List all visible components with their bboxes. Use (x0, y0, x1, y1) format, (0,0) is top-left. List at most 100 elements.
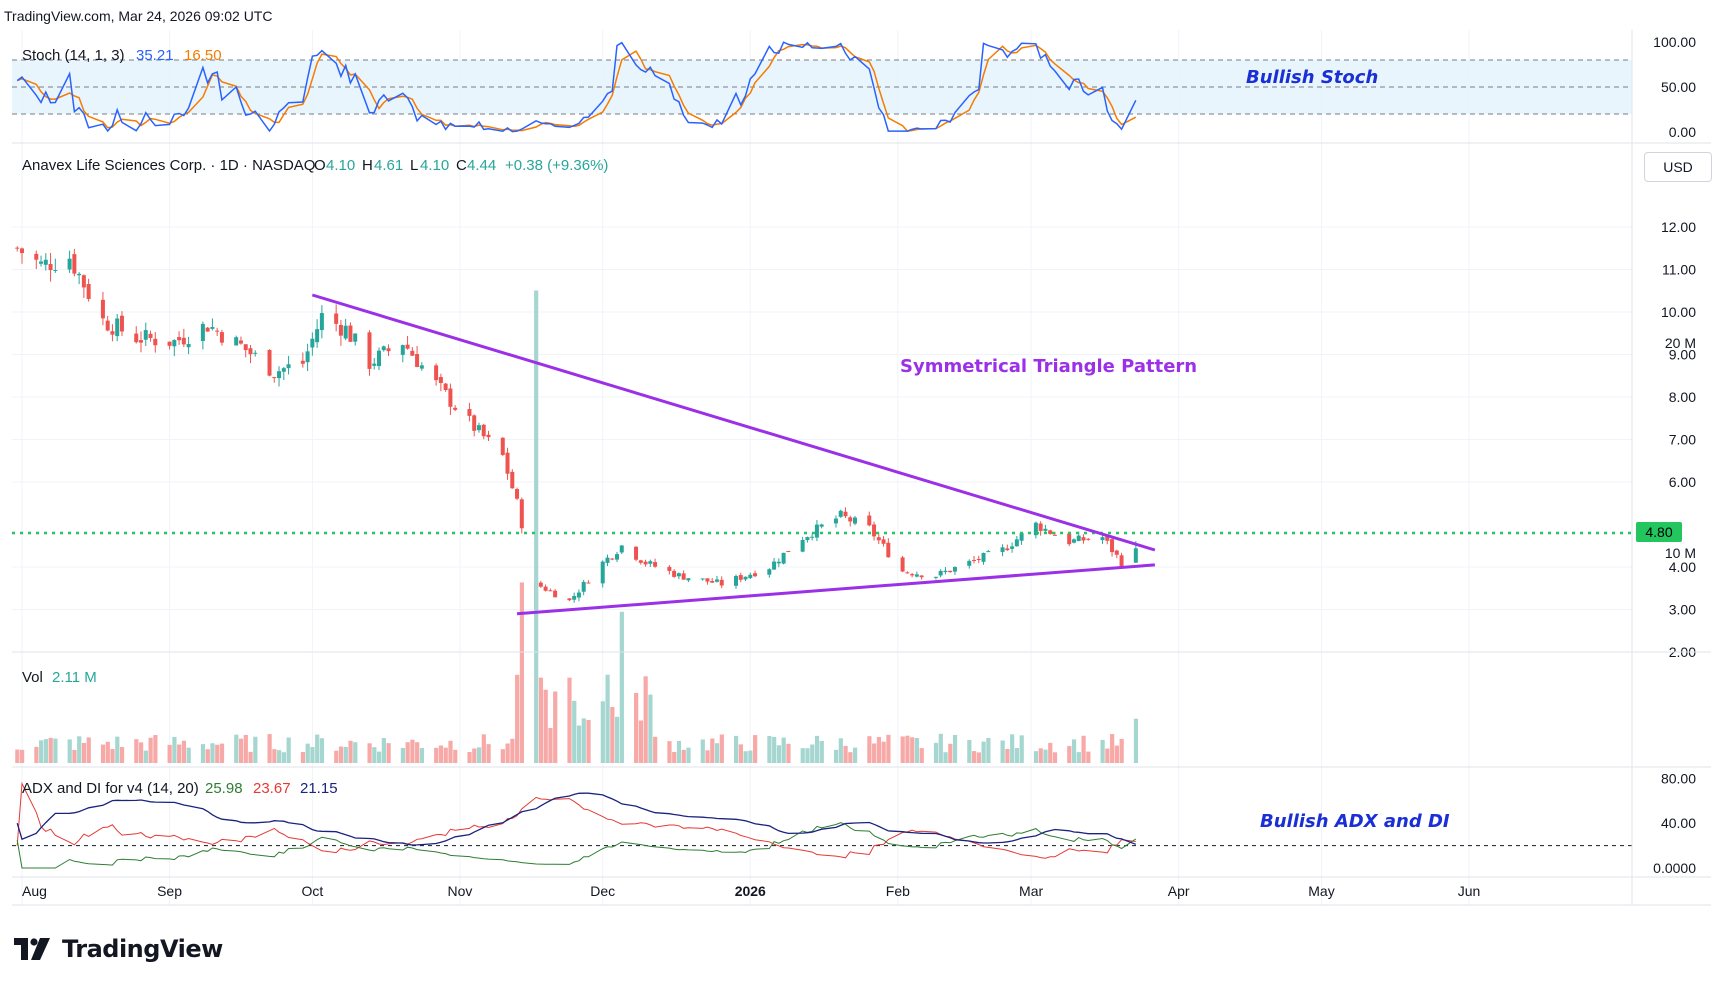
price-candle (919, 575, 924, 578)
volume-bar (681, 749, 686, 763)
volume-bar (1048, 742, 1053, 763)
price-candle (1005, 548, 1010, 551)
price-candle (1067, 533, 1072, 545)
price-candle (367, 332, 372, 369)
stoch-tick-label: 100.00 (1653, 34, 1696, 50)
price-candle (343, 325, 348, 339)
volume-bar (1071, 739, 1077, 763)
price-h-label: H (362, 157, 373, 174)
volume-bar (505, 743, 510, 763)
volume-bar (200, 744, 206, 763)
price-candle (748, 574, 753, 579)
volume-bar (1014, 748, 1020, 763)
volume-bar (234, 734, 239, 763)
volume-bar (453, 749, 458, 763)
volume-bar (381, 738, 386, 763)
price-candle (753, 573, 758, 577)
volume-bar (319, 738, 325, 763)
volume-bar (110, 749, 115, 763)
price-candle (800, 539, 805, 552)
price-candle (867, 515, 872, 526)
price-candle (734, 575, 738, 586)
price-candle (1043, 528, 1048, 531)
price-candle (638, 560, 643, 563)
price-candle (200, 323, 205, 342)
volume-bar (281, 752, 286, 763)
price-candle (667, 566, 672, 571)
price-candle (553, 590, 558, 598)
volume-bar (910, 737, 915, 763)
volume-bar (20, 749, 25, 763)
volume-bar (1133, 718, 1139, 763)
volume-bar (53, 738, 58, 763)
stoch-d-value: 16.50 (184, 47, 222, 64)
price-candle (81, 275, 86, 288)
volume-bar (72, 749, 77, 763)
price-candle (305, 351, 310, 363)
price-candle (300, 360, 305, 364)
volume-bar (515, 674, 520, 763)
price-candle (714, 579, 719, 582)
price-tick-label: 6.00 (1669, 474, 1696, 490)
volume-bar (67, 739, 72, 763)
volume-bar (719, 734, 724, 763)
price-candle (719, 579, 724, 586)
price-candle (743, 576, 748, 580)
volume-bar (1119, 738, 1124, 763)
price-candle (353, 333, 358, 342)
volume-bar (334, 750, 339, 763)
volume-bar (1033, 751, 1039, 763)
price-candle (600, 561, 605, 584)
price-candle (700, 578, 705, 580)
volume-bar (686, 747, 691, 763)
volume-bar (100, 744, 106, 763)
adx-tick-label: 40.00 (1661, 815, 1696, 831)
price-candle (1033, 522, 1038, 536)
volume-bar (77, 736, 82, 763)
price-candle (210, 327, 215, 329)
price-candle (967, 560, 972, 566)
price-candle (1100, 537, 1105, 541)
volume-bar (734, 735, 739, 763)
volume-bar (634, 692, 639, 763)
volume-bar (938, 733, 943, 763)
tradingview-logo[interactable]: TradingView (14, 934, 223, 964)
volume-bar (967, 740, 972, 763)
price-candle (986, 551, 991, 553)
time-tick-label: May (1308, 883, 1334, 899)
volume-bar (167, 744, 172, 763)
price-candle (205, 327, 210, 332)
price-candle (1071, 539, 1076, 543)
volume-bar (848, 752, 853, 763)
price-candle (943, 570, 948, 573)
price-candle (1014, 539, 1019, 547)
price-candle (1081, 537, 1086, 541)
price-candle (543, 586, 548, 591)
stoch-tick-label: 0.00 (1669, 124, 1696, 140)
volume-bar (519, 582, 524, 763)
price-high: 4.61 (374, 157, 403, 174)
volume-bar (814, 735, 820, 763)
price-candle (505, 452, 510, 474)
price-candle (933, 576, 938, 578)
volume-bar (1086, 751, 1091, 763)
price-candle (548, 590, 553, 592)
price-candle (567, 598, 572, 601)
volume-bar (219, 743, 225, 763)
volume-bar (919, 748, 924, 763)
price-candle (1052, 534, 1057, 536)
volume-bar (186, 747, 191, 763)
price-candle (772, 561, 777, 570)
trendline-support (516, 563, 1155, 616)
price-candle (952, 567, 957, 572)
price-candle (681, 573, 686, 580)
volume-bar (748, 750, 753, 763)
volume-bar (238, 738, 244, 763)
volume-bar (1043, 749, 1048, 763)
price-candle (238, 340, 243, 344)
price-candle (438, 377, 443, 383)
adx-tick-label: 80.00 (1661, 770, 1696, 786)
time-tick-label: Aug (22, 883, 47, 899)
currency-button[interactable]: USD (1644, 152, 1712, 182)
